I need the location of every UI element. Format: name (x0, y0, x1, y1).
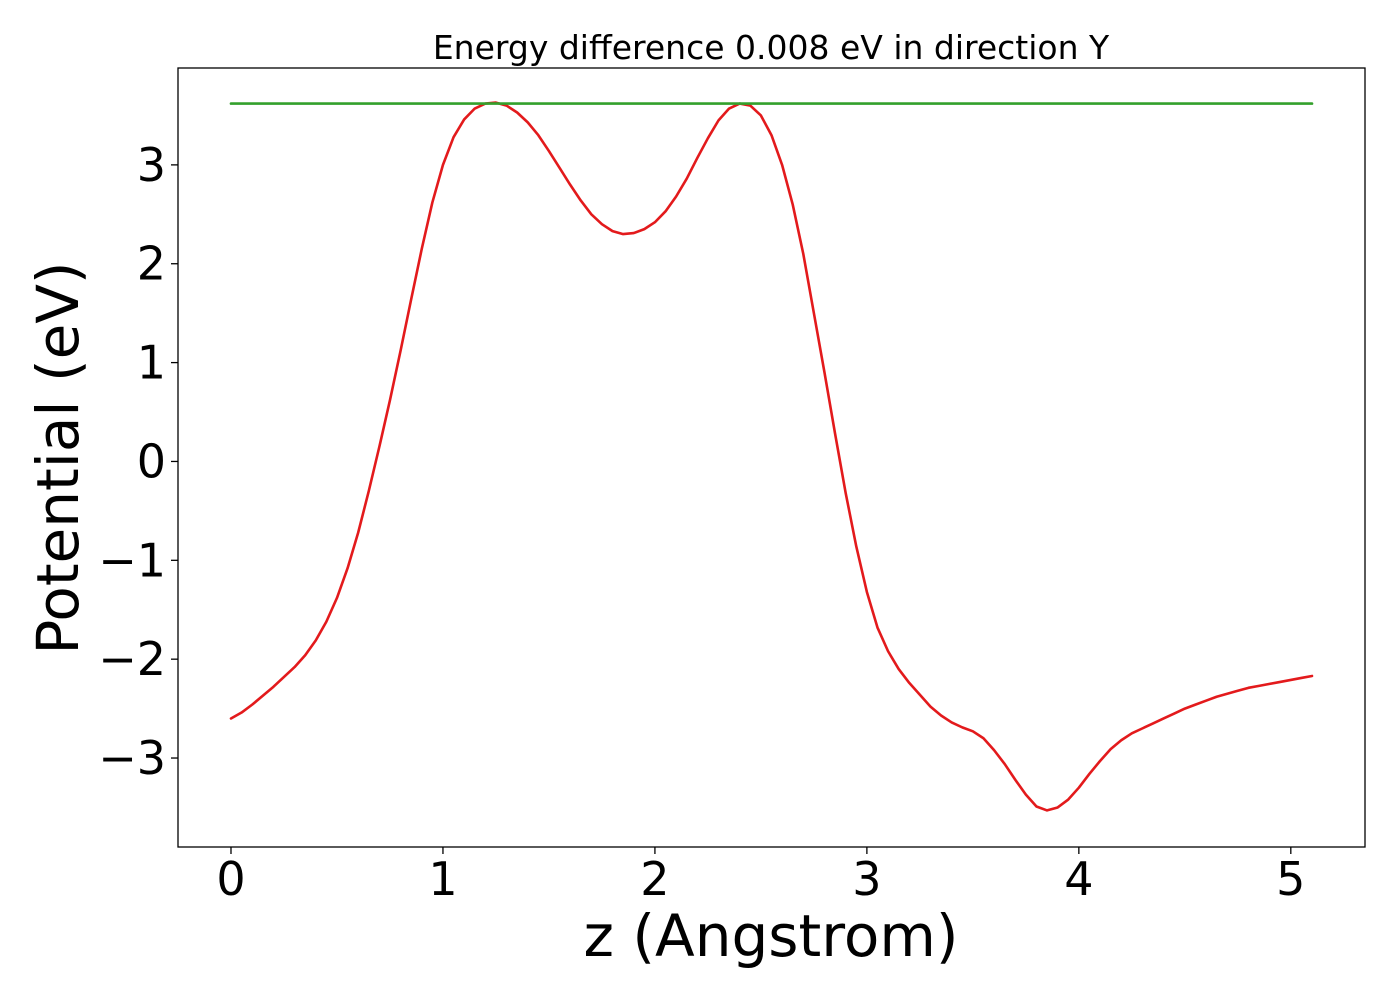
y-axis-ticks: −3 −2 −1 0 1 2 3 (98, 138, 178, 785)
y-tick-label: 2 (137, 237, 166, 291)
x-tick-label: 5 (1276, 852, 1305, 906)
y-tick-label: 1 (137, 336, 166, 390)
x-tick-label: 0 (216, 852, 245, 906)
chart-title: Energy difference 0.008 eV in direction … (433, 28, 1110, 67)
x-axis-label: z (Angstrom) (584, 902, 959, 970)
y-tick-label: −3 (98, 731, 166, 785)
y-tick-label: 0 (137, 434, 166, 488)
x-tick-label: 2 (640, 852, 669, 906)
y-tick-label: −2 (98, 632, 166, 686)
x-tick-label: 4 (1064, 852, 1093, 906)
series-layer (229, 101, 1314, 812)
x-axis-ticks: 0 1 2 3 4 5 (216, 847, 1305, 906)
series-line-0 (229, 101, 1314, 812)
plot-frame (177, 67, 1366, 848)
y-tick-label: 3 (137, 138, 166, 192)
y-tick-label: −1 (98, 533, 166, 587)
y-axis-label: Potential (eV) (24, 261, 92, 654)
x-tick-label: 1 (428, 852, 457, 906)
x-tick-label: 3 (852, 852, 881, 906)
